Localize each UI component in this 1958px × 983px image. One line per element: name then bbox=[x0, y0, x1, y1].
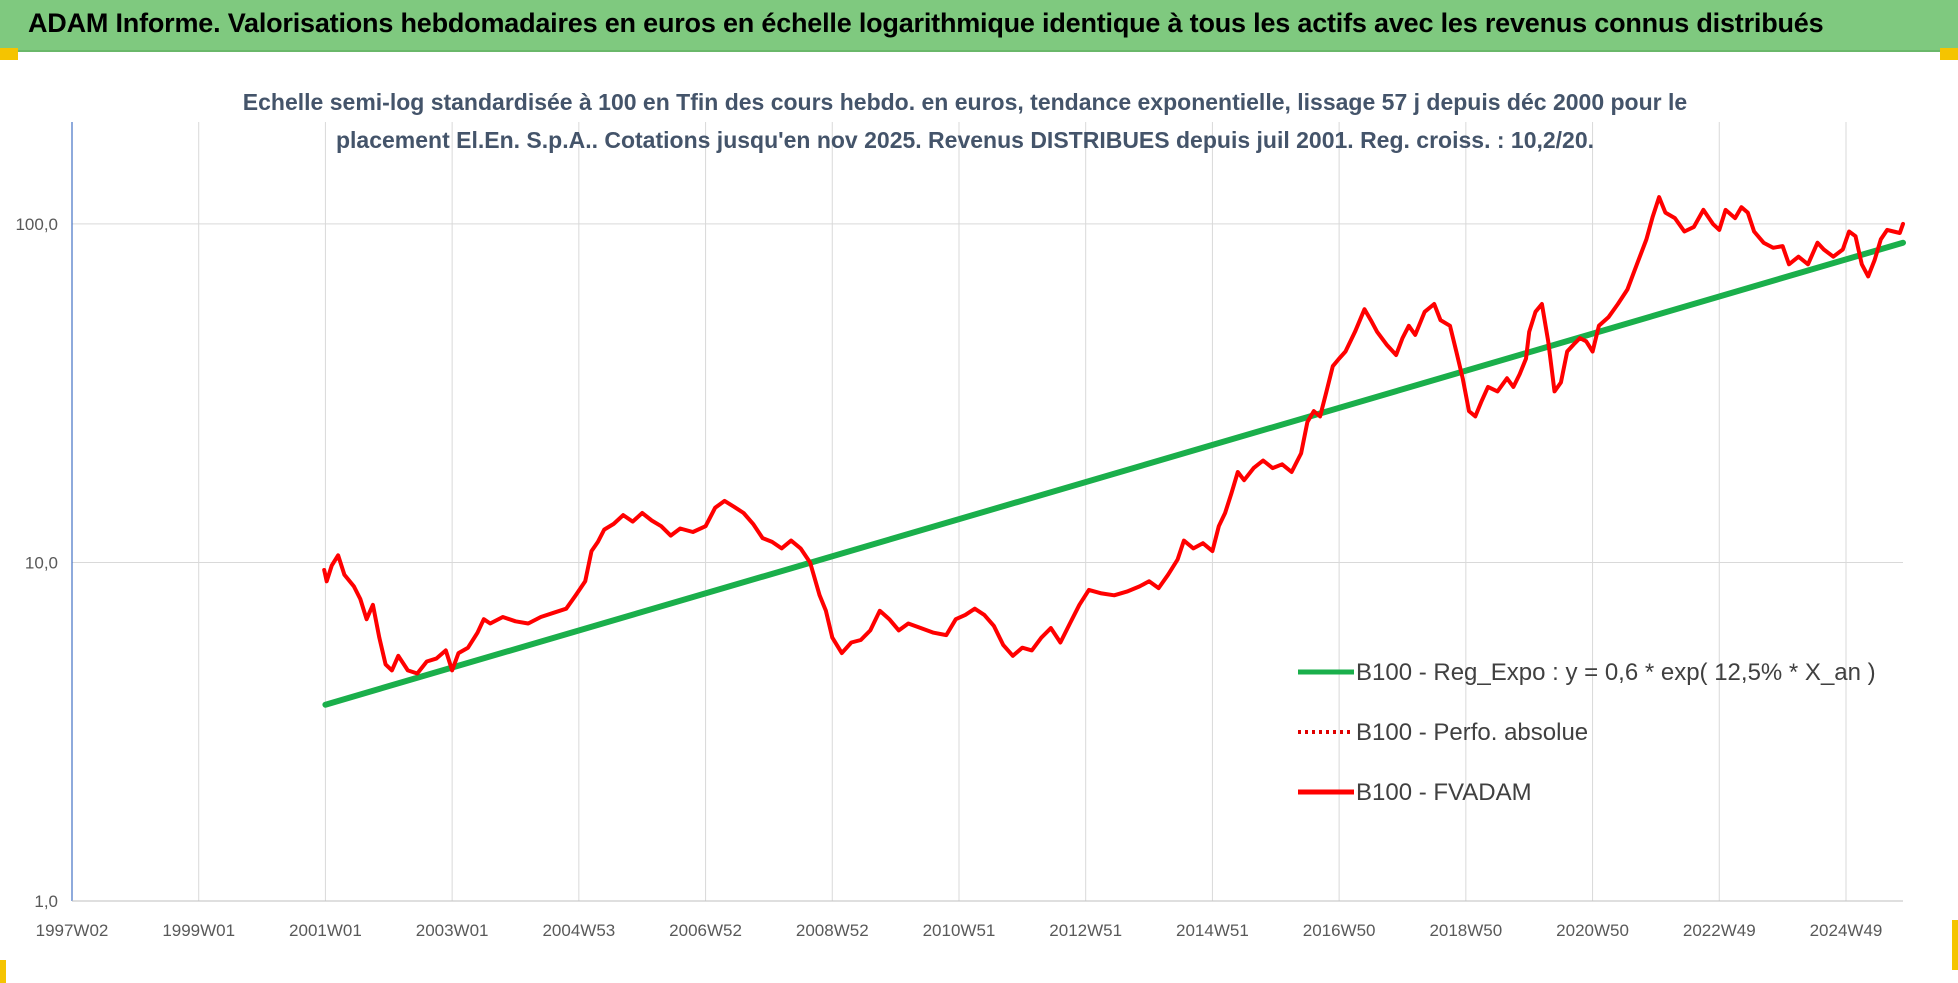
x-tick-label: 2020W50 bbox=[1556, 921, 1629, 940]
x-tick-label: 2016W50 bbox=[1303, 921, 1376, 940]
banner-title: ADAM Informe. Valorisations hebdomadaire… bbox=[28, 8, 1824, 38]
x-tick-label: 2014W51 bbox=[1176, 921, 1249, 940]
x-tick-label: 2012W51 bbox=[1049, 921, 1122, 940]
chart-title-line-1: Echelle semi-log standardisée à 100 en T… bbox=[243, 89, 1687, 115]
x-tick-label: 1999W01 bbox=[162, 921, 235, 940]
x-tick-label: 2018W50 bbox=[1429, 921, 1502, 940]
y-tick-label: 100,0 bbox=[15, 215, 58, 234]
series-layer bbox=[322, 195, 1906, 708]
title-banner: ADAM Informe. Valorisations hebdomadaire… bbox=[0, 0, 1958, 52]
y-tick-label: 1,0 bbox=[34, 892, 58, 911]
x-tick-label: 1997W02 bbox=[36, 921, 109, 940]
series-line-0 bbox=[322, 239, 1906, 708]
x-tick-label: 2003W01 bbox=[416, 921, 489, 940]
x-tick-label: 2006W52 bbox=[669, 921, 742, 940]
corner-accent-left bbox=[0, 48, 18, 60]
x-tick-label: 2004W53 bbox=[542, 921, 615, 940]
side-accent-right bbox=[1952, 920, 1958, 970]
y-tick-label: 10,0 bbox=[25, 553, 58, 572]
corner-accent-right bbox=[1940, 48, 1958, 60]
x-tick-label: 2024W49 bbox=[1810, 921, 1883, 940]
x-tick-label: 2008W52 bbox=[796, 921, 869, 940]
side-accent-left bbox=[0, 960, 6, 983]
axis-layer: 1,0 10,0 100,0 1997W02 1999W01 2001W01 2003W01… bbox=[15, 122, 1903, 940]
legend-label-0: B100 - Reg_Expo : y = 0,6 * exp( 12,5% *… bbox=[1356, 659, 1876, 686]
x-tick-label: 2001W01 bbox=[289, 921, 362, 940]
legend: B100 - Reg_Expo : y = 0,6 * exp( 12,5% *… bbox=[1298, 659, 1876, 806]
series-line-2 bbox=[322, 195, 1905, 676]
legend-label-2: B100 - FVADAM bbox=[1356, 779, 1532, 806]
chart-title-line-2: placement El.En. S.p.A.. Cotations jusqu… bbox=[336, 127, 1594, 153]
x-tick-label: 2010W51 bbox=[923, 921, 996, 940]
legend-label-1: B100 - Perfo. absolue bbox=[1356, 719, 1588, 746]
x-tick-label: 2022W49 bbox=[1683, 921, 1756, 940]
